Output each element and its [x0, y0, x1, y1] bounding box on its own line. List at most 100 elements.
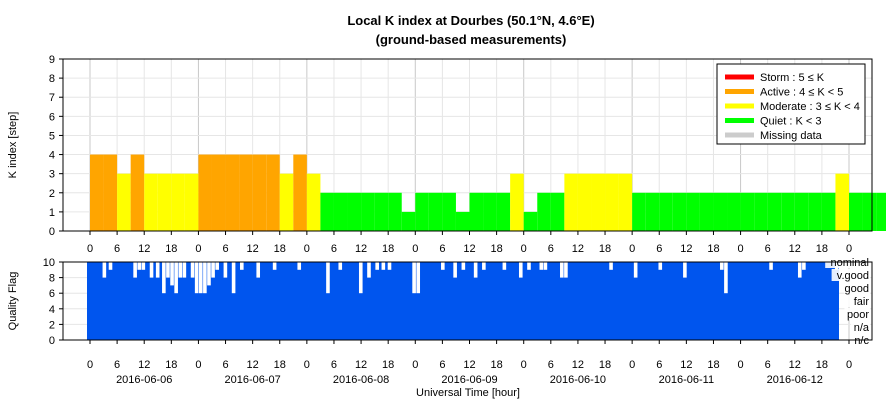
quality-xtick-label: 18	[707, 359, 719, 371]
date-label: 2016-06-09	[441, 374, 497, 386]
quality-ylabel: Quality Flag	[7, 272, 19, 331]
k-index-bar	[794, 192, 809, 231]
k-index-bar	[577, 173, 592, 231]
k-index-bar	[605, 173, 619, 231]
k-index-bar	[876, 192, 886, 231]
date-label: 2016-06-10	[550, 374, 606, 386]
quality-dip	[412, 262, 416, 294]
quality-dip	[137, 262, 142, 270]
quality-bars	[87, 262, 839, 340]
flag-label-bg	[831, 269, 870, 281]
quality-xtick-label: 18	[599, 359, 611, 371]
k-index-ytick-label: 0	[49, 226, 55, 238]
k-index-bar	[130, 154, 145, 231]
k-index-ytick-label: 5	[49, 130, 55, 142]
quality-xtick-label: 6	[222, 359, 228, 371]
date-label: 2016-06-07	[225, 374, 281, 386]
flag-label: fair	[854, 296, 870, 308]
quality-dip	[207, 262, 211, 286]
legend-label: Missing data	[760, 130, 823, 142]
flag-label: poor	[847, 309, 869, 321]
legend-label: Storm : 5 ≤ K	[760, 72, 825, 84]
k-index-bars	[90, 154, 886, 231]
flag-label-bg	[844, 295, 870, 307]
quality-dip	[797, 262, 802, 278]
quality-dip	[215, 262, 219, 270]
k-index-ytick-label: 2	[49, 188, 55, 200]
quality-xtick-label: 6	[656, 359, 662, 371]
k-index-bar	[510, 173, 524, 231]
k-index-bar	[713, 192, 728, 231]
quality-dip	[375, 262, 379, 270]
k-index-ytick-label: 4	[49, 150, 55, 162]
k-index-bar	[306, 173, 321, 231]
k-index-xtick-label: 18	[599, 243, 611, 255]
quality-dip	[240, 262, 244, 270]
k-index-bar	[266, 154, 280, 231]
k-index-xtick-label: 12	[355, 243, 367, 255]
k-index-ytick-label: 7	[49, 92, 55, 104]
k-index-ytick-label: 3	[49, 169, 55, 181]
k-index-bar	[686, 192, 700, 231]
k-index-bar	[483, 192, 497, 231]
k-index-bar	[645, 192, 660, 231]
quality-dip	[543, 262, 548, 270]
k-index-bar	[198, 154, 212, 231]
k-index-xtick-label: 0	[629, 243, 635, 255]
quality-ytick-label: 4	[49, 304, 55, 316]
quality-dip	[174, 262, 178, 294]
k-index-bar	[781, 192, 795, 231]
k-index-xtick-label: 18	[490, 243, 502, 255]
date-labels: 2016-06-06 2016-06-07 2016-06-08 2016-06-09…	[116, 374, 823, 386]
k-index-ylabel: K index [step]	[7, 112, 19, 179]
flag-label-bg	[844, 308, 870, 320]
k-index-bar	[103, 154, 118, 231]
k-index-bar	[361, 192, 375, 231]
quality-dip	[141, 262, 146, 270]
quality-dip	[527, 262, 531, 270]
k-index-bar	[157, 173, 172, 231]
k-index-bar	[279, 173, 294, 231]
k-index-xtick-label: 0	[846, 243, 852, 255]
k-index-bar	[415, 192, 429, 231]
k-index-bar	[591, 173, 606, 231]
quality-xtick-label: 12	[138, 359, 150, 371]
k-index-y-ticks: 0 1 2 3 4 5 6 7 8 9	[49, 54, 63, 238]
k-index-bar	[550, 192, 565, 231]
quality-dip	[482, 262, 486, 270]
k-index-xtick-label: 6	[656, 243, 662, 255]
k-index-bar	[374, 192, 389, 231]
quality-dip	[802, 262, 806, 270]
k-index-xtick-label: 6	[439, 243, 445, 255]
quality-dip	[683, 262, 687, 278]
flag-label: v.good	[837, 270, 869, 282]
k-index-bar	[632, 192, 646, 231]
quality-dip	[108, 262, 113, 270]
quality-xtick-label: 6	[114, 359, 120, 371]
quality-xtick-label: 0	[629, 359, 635, 371]
k-index-bar	[320, 192, 334, 231]
quality-dip	[461, 262, 466, 270]
k-index-xtick-label: 12	[247, 243, 259, 255]
quality-xtick-label: 18	[816, 359, 828, 371]
quality-dip	[203, 262, 207, 294]
k-index-xtick-label: 0	[738, 243, 744, 255]
k-index-ytick-label: 1	[49, 207, 55, 219]
quality-dip	[539, 262, 544, 270]
k-index-bar	[767, 192, 782, 231]
quality-dip	[473, 262, 478, 278]
quality-dip	[724, 262, 728, 294]
date-label: 2016-06-12	[767, 374, 823, 386]
k-index-xtick-label: 12	[680, 243, 692, 255]
quality-dip	[256, 262, 261, 278]
quality-dip	[223, 262, 228, 278]
k-index-bar	[293, 154, 307, 231]
k-index-xtick-label: 0	[304, 243, 310, 255]
quality-xtick-label: 12	[247, 359, 259, 371]
quality-dip	[198, 262, 203, 294]
k-index-bar	[754, 192, 768, 231]
quality-dip	[102, 262, 107, 278]
k-index-bar	[388, 192, 402, 231]
quality-dip	[769, 262, 773, 270]
